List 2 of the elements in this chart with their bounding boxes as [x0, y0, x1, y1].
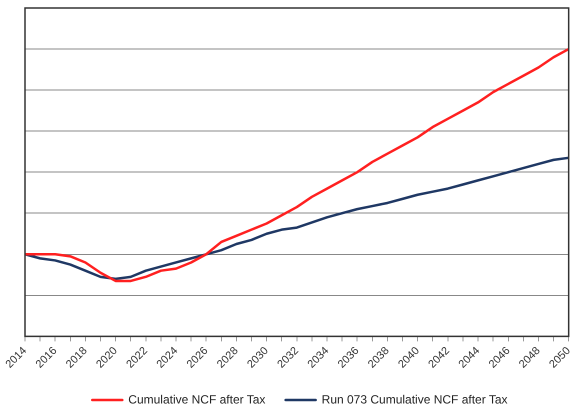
legend-label: Cumulative NCF after Tax [128, 392, 266, 406]
legend-label: Run 073 Cumulative NCF after Tax [322, 392, 508, 406]
